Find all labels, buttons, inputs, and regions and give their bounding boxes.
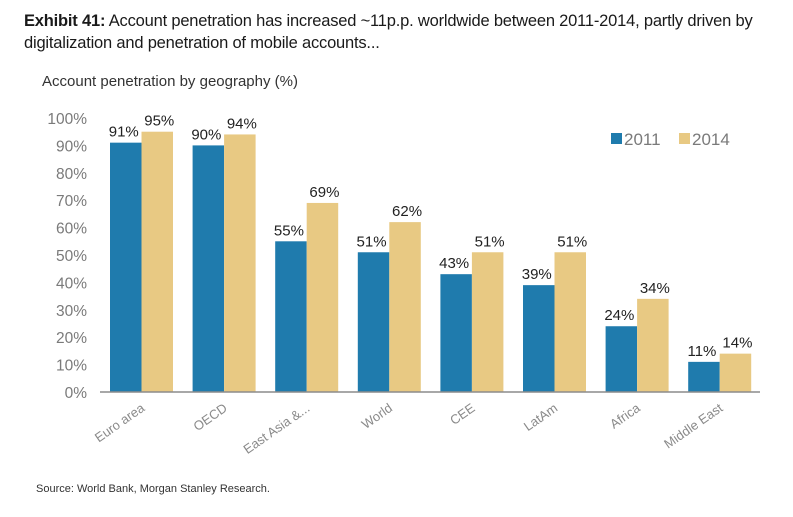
data-label-2011: 43% xyxy=(439,255,469,272)
bar-2011 xyxy=(275,241,307,392)
data-label-2014: 51% xyxy=(557,233,587,250)
category-label: Middle East xyxy=(661,400,726,451)
data-label-2014: 62% xyxy=(392,203,422,220)
bar-2014 xyxy=(471,252,504,392)
bar-2014 xyxy=(141,131,173,392)
x-axis-categories: Euro area OECD East Asia &... World CEE LatAm… xyxy=(92,400,726,457)
category-label: World xyxy=(359,400,395,432)
y-tick-label: 10% xyxy=(56,358,87,375)
legend-label-2011: 2011 xyxy=(624,130,661,149)
y-tick-label: 70% xyxy=(56,193,87,210)
y-axis-ticks: 0% 10% 20% 30% 40% 50% 60% 70% 80% 90% 100% xyxy=(47,111,87,402)
exhibit-label: Exhibit 41: xyxy=(24,12,106,30)
bars xyxy=(110,131,752,392)
data-label-2011: 51% xyxy=(357,233,387,250)
category-label: Euro area xyxy=(92,400,148,445)
legend: 2011 2014 xyxy=(611,130,730,149)
exhibit-title-text: Account penetration has increased ~11p.p… xyxy=(24,12,753,52)
legend-swatch-2014 xyxy=(679,133,690,144)
bar-2014 xyxy=(224,134,256,392)
data-label-2011: 55% xyxy=(274,222,304,239)
category-label: OECD xyxy=(190,400,229,434)
bar-2011 xyxy=(523,285,555,392)
data-label-2014: 69% xyxy=(309,184,339,201)
category-label: CEE xyxy=(447,400,478,428)
category-label: LatAm xyxy=(521,400,560,434)
bar-2011 xyxy=(110,142,142,392)
data-label-2011: 24% xyxy=(604,307,634,324)
bar-2011 xyxy=(605,326,638,392)
source-note: Source: World Bank, Morgan Stanley Resea… xyxy=(36,483,270,495)
y-tick-label: 30% xyxy=(56,303,87,320)
y-tick-label: 20% xyxy=(56,330,87,347)
y-tick-label: 90% xyxy=(56,138,87,155)
data-label-2011: 91% xyxy=(109,124,139,141)
chart-subtitle: Account penetration by geography (%) xyxy=(42,73,298,90)
bar-2011 xyxy=(440,274,472,392)
bar-2014 xyxy=(719,353,752,392)
data-label-2011: 11% xyxy=(687,343,716,360)
data-label-2011: 90% xyxy=(191,126,221,143)
y-tick-label: 40% xyxy=(56,275,87,292)
category-label: Africa xyxy=(607,400,643,432)
exhibit-title: Exhibit 41: Account penetration has incr… xyxy=(24,10,784,54)
data-label-2014: 95% xyxy=(144,113,174,130)
data-label-2014: 51% xyxy=(475,233,505,250)
bar-2014 xyxy=(554,252,586,392)
y-tick-label: 80% xyxy=(56,166,87,183)
data-label-2014: 34% xyxy=(640,280,670,297)
bar-2014 xyxy=(306,202,339,392)
category-label: East Asia &... xyxy=(240,400,312,457)
data-label-2014: 14% xyxy=(722,335,752,352)
bar-2011 xyxy=(192,145,225,392)
legend-swatch-2011 xyxy=(611,133,622,144)
data-labels: 91% 95% 90% 94% 55% 69% 51% 62% 43% 51% 39% 51% 24% 3… xyxy=(109,113,753,360)
data-label-2014: 94% xyxy=(227,115,257,132)
y-tick-label: 100% xyxy=(47,111,87,128)
legend-label-2014: 2014 xyxy=(692,130,730,149)
y-tick-label: 0% xyxy=(65,385,88,402)
bar-2011 xyxy=(357,252,390,392)
bar-2011 xyxy=(688,361,720,392)
bar-2014 xyxy=(389,222,421,392)
y-tick-label: 60% xyxy=(56,221,87,238)
y-tick-label: 50% xyxy=(56,248,87,265)
bar-2014 xyxy=(637,298,669,392)
data-label-2011: 39% xyxy=(522,266,552,283)
